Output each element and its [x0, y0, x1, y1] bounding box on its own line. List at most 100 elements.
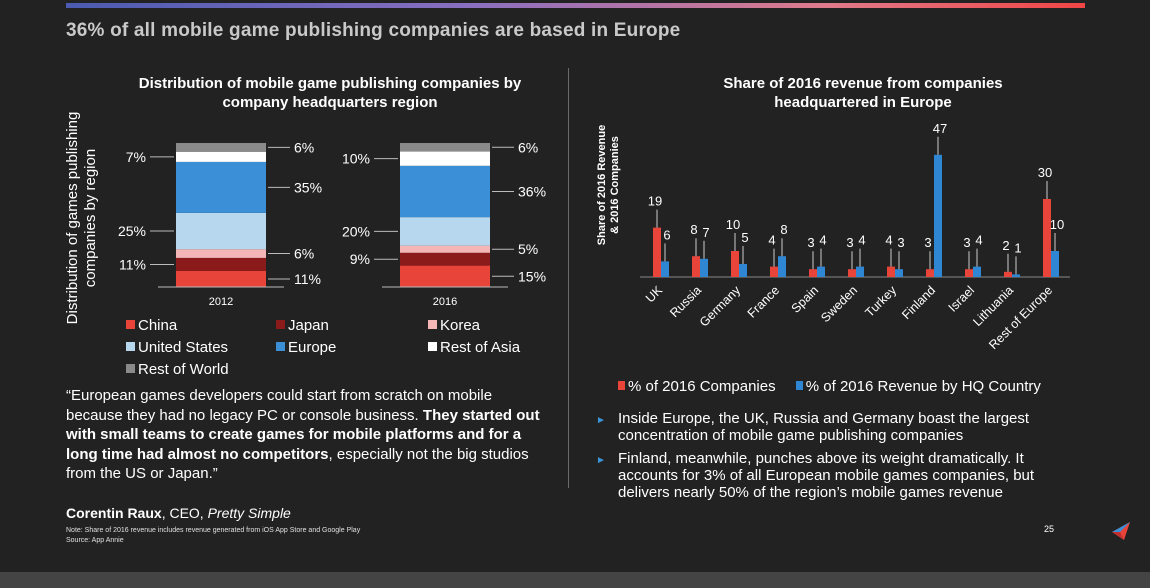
bar-companies-israel: [965, 269, 973, 277]
legend-europe-swatch: [276, 342, 285, 351]
left-y-label-line2: companies by region: [82, 148, 99, 288]
bar-companies-spain: [809, 269, 817, 277]
value-label-revenue-israel: 4: [975, 233, 982, 248]
data-label-rest-of-asia-2016: 10%: [342, 151, 370, 167]
left-chart-title-line2: company headquarters region: [222, 94, 438, 111]
data-label-rest-of-world-2012: 6%: [294, 139, 314, 155]
data-label-korea-2012: 6%: [294, 246, 314, 262]
value-label-revenue-finland: 47: [933, 121, 947, 136]
bar-segment-united-states-2012: [176, 212, 266, 250]
x-tick-uk: UK: [643, 283, 666, 306]
bullet-item: ► Finland, meanwhile, punches above its w…: [596, 450, 1035, 501]
bar-companies-france: [770, 266, 778, 277]
bar-companies-turkey: [887, 266, 895, 277]
x-tick-2016: 2016: [433, 296, 457, 308]
bar-companies-russia: [692, 256, 700, 277]
right-chart-title-line2: headquartered in Europe: [774, 94, 952, 111]
bullet-arrow-icon: ►: [596, 455, 606, 466]
page-number: 25: [1044, 524, 1055, 534]
data-label-europe-2016: 36%: [518, 183, 546, 199]
bar-revenue-rest-of-europe: [1051, 251, 1059, 277]
bar-revenue-turkey: [895, 269, 903, 277]
legend-companies-swatch: [618, 381, 625, 390]
bottom-bar: [0, 572, 1150, 588]
left-chart-y-label: Distribution of games publishing compani…: [64, 102, 100, 334]
legend-rest-of-world-swatch: [126, 364, 135, 373]
bar-revenue-russia: [700, 258, 708, 277]
bar-companies-rest-of-europe: [1043, 199, 1051, 277]
legend-china-swatch: [126, 320, 135, 329]
bar-companies-germany: [731, 251, 739, 277]
bar-revenue-uk: [661, 261, 669, 277]
bar-revenue-france: [778, 256, 786, 277]
bar-segment-europe-2016: [400, 165, 490, 218]
value-label-revenue-germany: 5: [741, 230, 748, 245]
legend-rest-of-asia: Rest of Asia: [428, 339, 520, 356]
bar-segment-korea-2016: [400, 245, 490, 253]
data-label-rest-of-asia-2012: 7%: [126, 149, 146, 165]
legend-korea: Korea: [428, 317, 480, 334]
bar-segment-united-states-2016: [400, 217, 490, 246]
right-chart-title-line1: Share of 2016 revenue from companies: [723, 75, 1003, 92]
legend-japan-swatch: [276, 320, 285, 329]
column-divider: [568, 68, 569, 488]
legend-united-states-swatch: [126, 342, 135, 351]
value-label-companies-uk: 19: [648, 194, 662, 209]
bullet-item: ► Inside Europe, the UK, Russia and Germa…: [596, 410, 1030, 444]
legend-korea-swatch: [428, 320, 437, 329]
data-label-japan-2016: 9%: [350, 251, 370, 267]
value-label-revenue-turkey: 3: [897, 235, 904, 250]
bar-segment-china-2016: [400, 265, 490, 287]
value-label-companies-lithuania: 2: [1002, 238, 1009, 253]
value-label-revenue-uk: 6: [663, 227, 670, 242]
bar-segment-rest-of-asia-2012: [176, 151, 266, 162]
bar-revenue-spain: [817, 266, 825, 277]
bar-segment-korea-2012: [176, 249, 266, 258]
bar-segment-europe-2012: [176, 161, 266, 213]
legend-china: China: [126, 317, 177, 334]
left-stacked-bar-chart: 2012 2016 6% 7% 35% 25% 6% 11% 11% 6% 10% 36% 20% 5% 9…: [118, 139, 546, 308]
bar-companies-finland: [926, 269, 934, 277]
ceo-quote: “European games developers could start f…: [66, 387, 540, 482]
legend-rest-of-world: Rest of World: [126, 361, 229, 378]
x-tick-turkey: Turkey: [863, 283, 900, 320]
value-label-revenue-france: 8: [780, 222, 787, 237]
value-label-companies-rest-of-europe: 30: [1038, 165, 1052, 180]
data-label-korea-2016: 5%: [518, 241, 538, 257]
data-label-china-2016: 15%: [518, 268, 546, 284]
value-label-revenue-sweden: 4: [858, 233, 865, 248]
x-tick-spain: Spain: [789, 283, 822, 316]
value-label-companies-russia: 8: [690, 222, 697, 237]
value-label-companies-france: 4: [768, 233, 775, 248]
bar-revenue-germany: [739, 264, 747, 277]
legend-revenue-swatch: [795, 381, 803, 390]
x-tick-germany: Germany: [697, 283, 744, 330]
value-label-companies-sweden: 3: [846, 235, 853, 250]
value-label-revenue-rest-of-europe: 10: [1050, 217, 1064, 232]
legend-revenue: % of 2016 Revenue by HQ Country: [795, 378, 1041, 395]
bar-segment-rest-of-asia-2016: [400, 151, 490, 166]
data-label-united-states-2012: 25%: [118, 223, 146, 239]
bar-revenue-lithuania: [1012, 274, 1020, 277]
x-tick-russia: Russia: [667, 283, 704, 320]
value-label-companies-turkey: 4: [885, 233, 892, 248]
data-label-united-states-2016: 20%: [342, 223, 370, 239]
legend-rest-of-asia-swatch: [428, 342, 437, 351]
right-chart-y-label: Share of 2016 Revenue & 2016 Companies: [596, 110, 622, 260]
bullet-arrow-icon: ►: [596, 415, 606, 426]
value-label-revenue-lithuania: 1: [1014, 240, 1021, 255]
bar-segment-japan-2012: [176, 257, 266, 271]
bar-revenue-finland: [934, 154, 942, 277]
bar-segment-rest-of-world-2012: [176, 143, 266, 152]
right-chart-title: Share of 2016 revenue from companies hea…: [668, 74, 1058, 112]
left-y-label-line1: Distribution of games publishing: [64, 111, 81, 325]
legend-companies: % of 2016 Companies: [618, 378, 776, 395]
quote-author: Corentin Raux, CEO, Pretty Simple: [66, 505, 291, 521]
x-tick-finland: Finland: [899, 283, 938, 322]
x-tick-2012: 2012: [209, 296, 233, 308]
data-label-europe-2012: 35%: [294, 179, 322, 195]
top-gradient-bar: [66, 3, 1085, 8]
bar-companies-sweden: [848, 269, 856, 277]
bar-segment-japan-2016: [400, 252, 490, 266]
